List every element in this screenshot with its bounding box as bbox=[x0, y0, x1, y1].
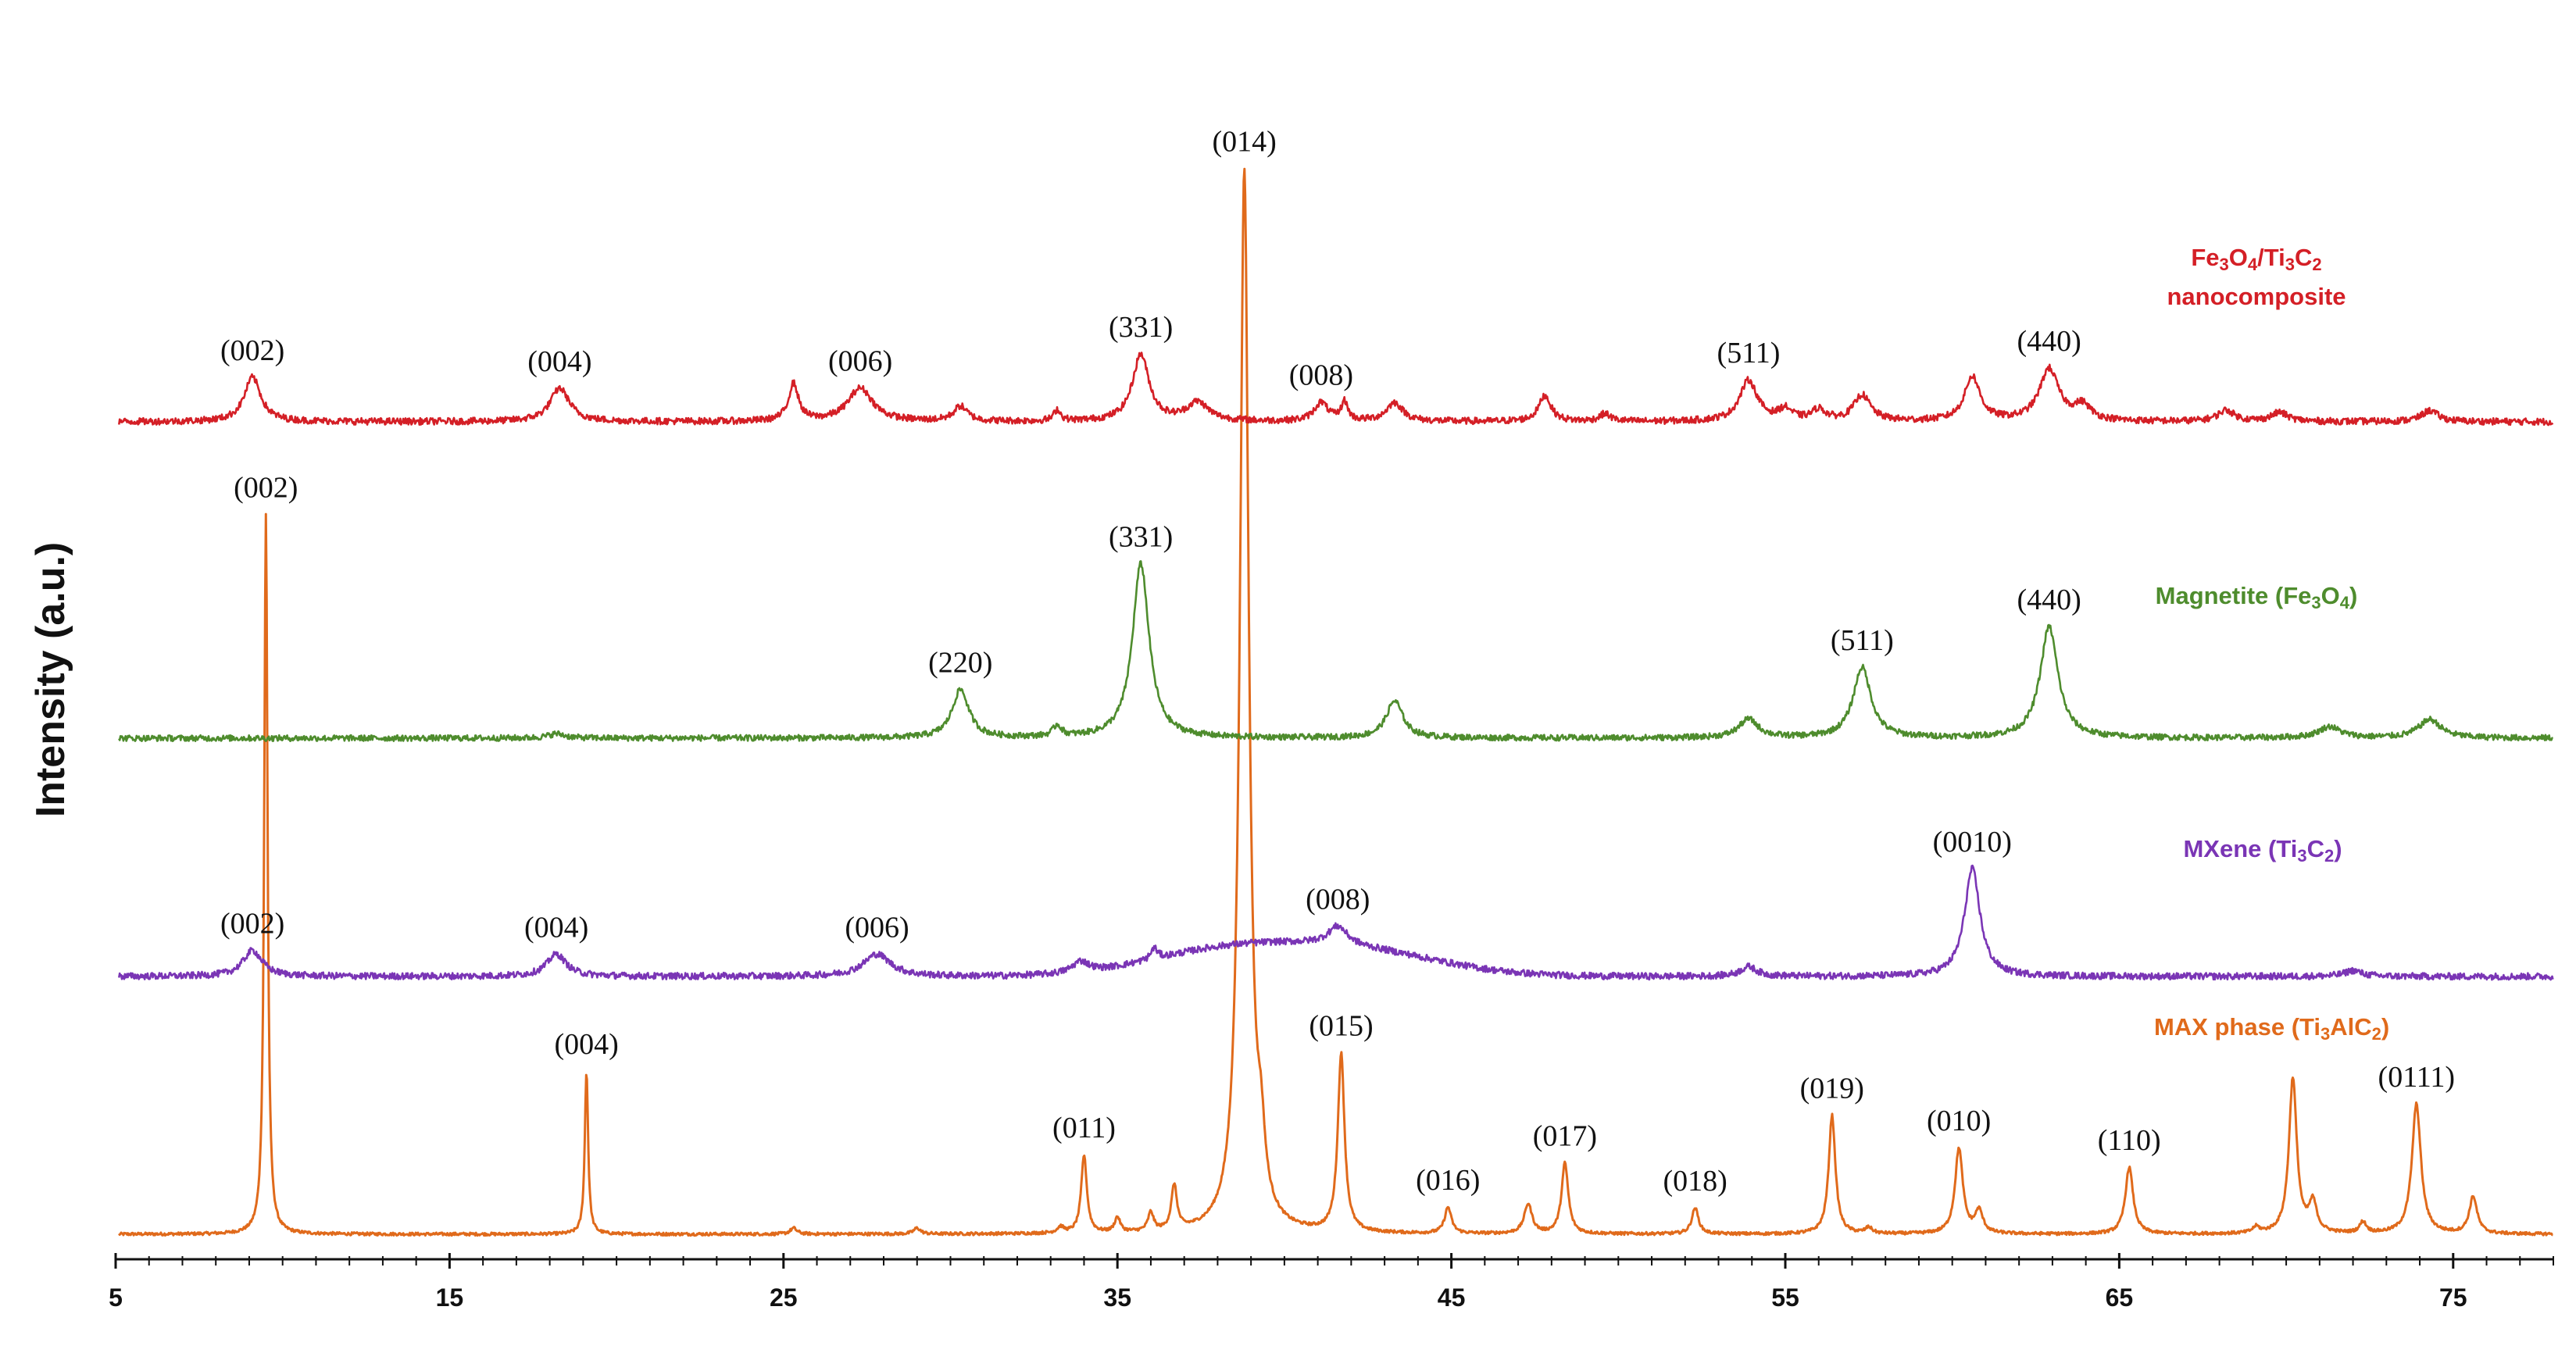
y-axis-label: Intensity (a.u.) bbox=[28, 542, 73, 817]
series-name-layer: MAX phase (Ti3AlC2) MXene (Ti3C2) Magnetit… bbox=[2154, 244, 2389, 1044]
series-name: MAX phase (Ti3AlC2) bbox=[2154, 1013, 2389, 1044]
series-name: Fe3O4/Ti3C2 bbox=[2191, 244, 2321, 274]
peak-label: (440) bbox=[2017, 325, 2081, 358]
peak-label: (015) bbox=[1309, 1009, 1373, 1042]
x-tick-label: 75 bbox=[2439, 1283, 2467, 1312]
peak-label: (008) bbox=[1289, 359, 1353, 391]
peak-label: (331) bbox=[1109, 520, 1173, 553]
peak-label: (110) bbox=[2098, 1124, 2161, 1157]
series-line-0 bbox=[118, 167, 2553, 1237]
peak-label: (019) bbox=[1800, 1073, 1864, 1105]
peak-label: (002) bbox=[220, 908, 284, 941]
x-tick-label: 55 bbox=[1771, 1283, 1799, 1312]
peak-label: (004) bbox=[527, 345, 591, 378]
series-line-3 bbox=[118, 352, 2554, 427]
peak-label: (016) bbox=[1416, 1164, 1480, 1197]
peak-label: (331) bbox=[1109, 311, 1173, 344]
peak-label: (0010) bbox=[1933, 826, 2012, 859]
peak-label: (018) bbox=[1663, 1165, 1727, 1198]
peak-label: (511) bbox=[1717, 337, 1781, 369]
series-layer bbox=[118, 167, 2554, 1237]
peak-label: (011) bbox=[1052, 1112, 1116, 1144]
x-tick-label: 65 bbox=[2106, 1283, 2134, 1312]
x-tick-label: 45 bbox=[1438, 1283, 1466, 1312]
peak-label: (002) bbox=[234, 471, 298, 504]
peak-label: (006) bbox=[845, 911, 909, 944]
peak-label: (440) bbox=[2017, 584, 2081, 616]
x-tick-label: 35 bbox=[1103, 1283, 1131, 1312]
series-line-1 bbox=[118, 864, 2554, 981]
x-tick-label: 5 bbox=[109, 1283, 123, 1312]
peak-label-layer: (002) (004) (011) (014) (015) (016) (017) (018)… bbox=[220, 125, 2455, 1198]
peak-label: (002) bbox=[220, 334, 284, 367]
x-axis: 5 15 25 35 45 55 65 75 bbox=[109, 1253, 2554, 1312]
peak-label: (014) bbox=[1212, 125, 1276, 158]
peak-label: (008) bbox=[1306, 883, 1370, 916]
peak-label: (010) bbox=[1927, 1105, 1991, 1137]
peak-label: (017) bbox=[1533, 1120, 1597, 1153]
series-line-2 bbox=[118, 560, 2553, 743]
peak-label: (004) bbox=[554, 1028, 618, 1061]
x-tick-label: 25 bbox=[770, 1283, 798, 1312]
x-tick-label: 15 bbox=[436, 1283, 464, 1312]
peak-label: (0111) bbox=[2378, 1061, 2456, 1094]
peak-label: (004) bbox=[524, 911, 588, 944]
peak-label: (006) bbox=[828, 345, 892, 378]
series-name: MXene (Ti3C2) bbox=[2183, 835, 2342, 866]
series-name: Magnetite (Fe3O4) bbox=[2156, 582, 2358, 612]
peak-label: (511) bbox=[1831, 624, 1894, 657]
series-name-line2: nanocomposite bbox=[2167, 283, 2346, 310]
peak-label: (220) bbox=[928, 647, 992, 680]
